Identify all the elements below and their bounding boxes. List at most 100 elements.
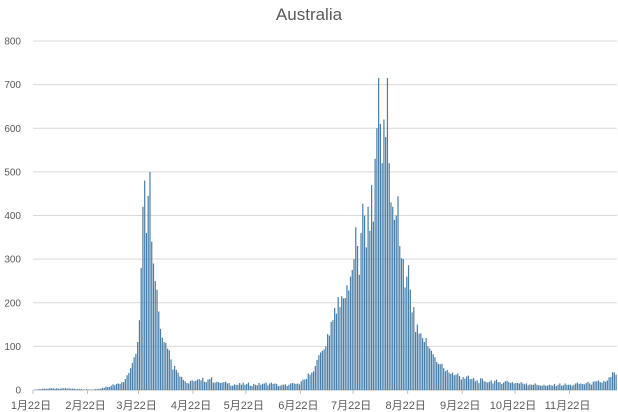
data-bar [603,380,605,390]
data-bar [502,382,505,390]
data-bar [314,366,316,390]
data-bar [339,307,341,390]
data-bar [550,385,552,390]
x-tick-label: 10月22日 [490,400,536,412]
data-bar [210,377,213,390]
data-bar [38,389,40,390]
data-bar [527,385,529,390]
data-bar [325,346,327,391]
data-bar [582,383,584,390]
data-bar [103,387,105,390]
data-bar [332,320,334,390]
data-bar [541,385,543,390]
data-bar [298,384,301,390]
data-bar [112,384,114,390]
data-bar [413,307,415,390]
data-bar [161,337,163,390]
data-bar [457,373,459,390]
data-bar [444,371,447,390]
data-bar [193,381,195,390]
data-bar [45,388,47,390]
data-bar [242,382,244,390]
data-bar [166,348,169,390]
data-bar [487,382,489,390]
data-bar [312,371,315,390]
data-bar [274,383,276,390]
data-bar [474,381,477,390]
data-bar [569,384,571,390]
data-bar [580,383,582,390]
data-bar [564,383,566,390]
data-bar [480,378,482,390]
data-bar [253,383,255,390]
data-bar [256,385,258,390]
data-bar [128,372,130,390]
data-bar [59,388,61,390]
data-bar [353,259,355,391]
data-bar [446,369,448,390]
data-bar [453,375,455,390]
data-bar [110,385,112,390]
data-bar [284,384,287,390]
data-bar [163,342,165,390]
data-bar [316,359,318,390]
data-bar [79,389,81,390]
data-bar [371,184,373,390]
data-bar [555,386,557,390]
data-bar [566,384,568,390]
data-bar [575,383,577,390]
data-bar [337,297,339,390]
data-bar [490,380,492,390]
data-bar [101,387,104,390]
data-bar [388,163,390,390]
data-bar [376,128,378,390]
data-bar [318,355,320,390]
data-bar [328,335,331,390]
data-bar [247,382,250,390]
data-bar [437,363,440,390]
data-bar [451,372,454,390]
data-bar [165,342,167,390]
data-bar [404,287,406,390]
data-bar [481,378,484,390]
data-bar [520,382,522,390]
data-bar [488,381,491,390]
data-bar [73,388,75,390]
y-tick-label: 700 [4,80,21,91]
data-bar [508,382,510,390]
data-bar [191,380,193,390]
data-bar [140,267,142,390]
data-bar [56,388,58,390]
data-bar [402,259,404,391]
data-bar [270,382,272,390]
data-bar [254,384,257,390]
data-bar [478,383,480,390]
data-bar [203,381,206,390]
data-bar [281,384,283,390]
data-bar [559,383,561,390]
data-bar [144,180,146,390]
data-bar [416,324,418,390]
data-bar [385,136,387,390]
data-bar [548,384,550,390]
data-bar [615,374,617,390]
data-bar [497,382,499,390]
data-bar [226,383,228,390]
data-bar [309,374,311,390]
data-bar [47,388,49,390]
data-bar [539,385,542,390]
data-bar [244,384,246,390]
data-bar [494,380,496,390]
data-bar [52,388,54,390]
data-bar [75,389,77,390]
data-bar [356,246,359,390]
data-bar [501,383,503,390]
data-bar [286,386,288,390]
data-bar [305,379,308,390]
data-bar [138,320,141,390]
data-bar [49,388,51,390]
data-bar [265,382,267,390]
data-bar [172,369,174,390]
data-bar [536,384,538,390]
